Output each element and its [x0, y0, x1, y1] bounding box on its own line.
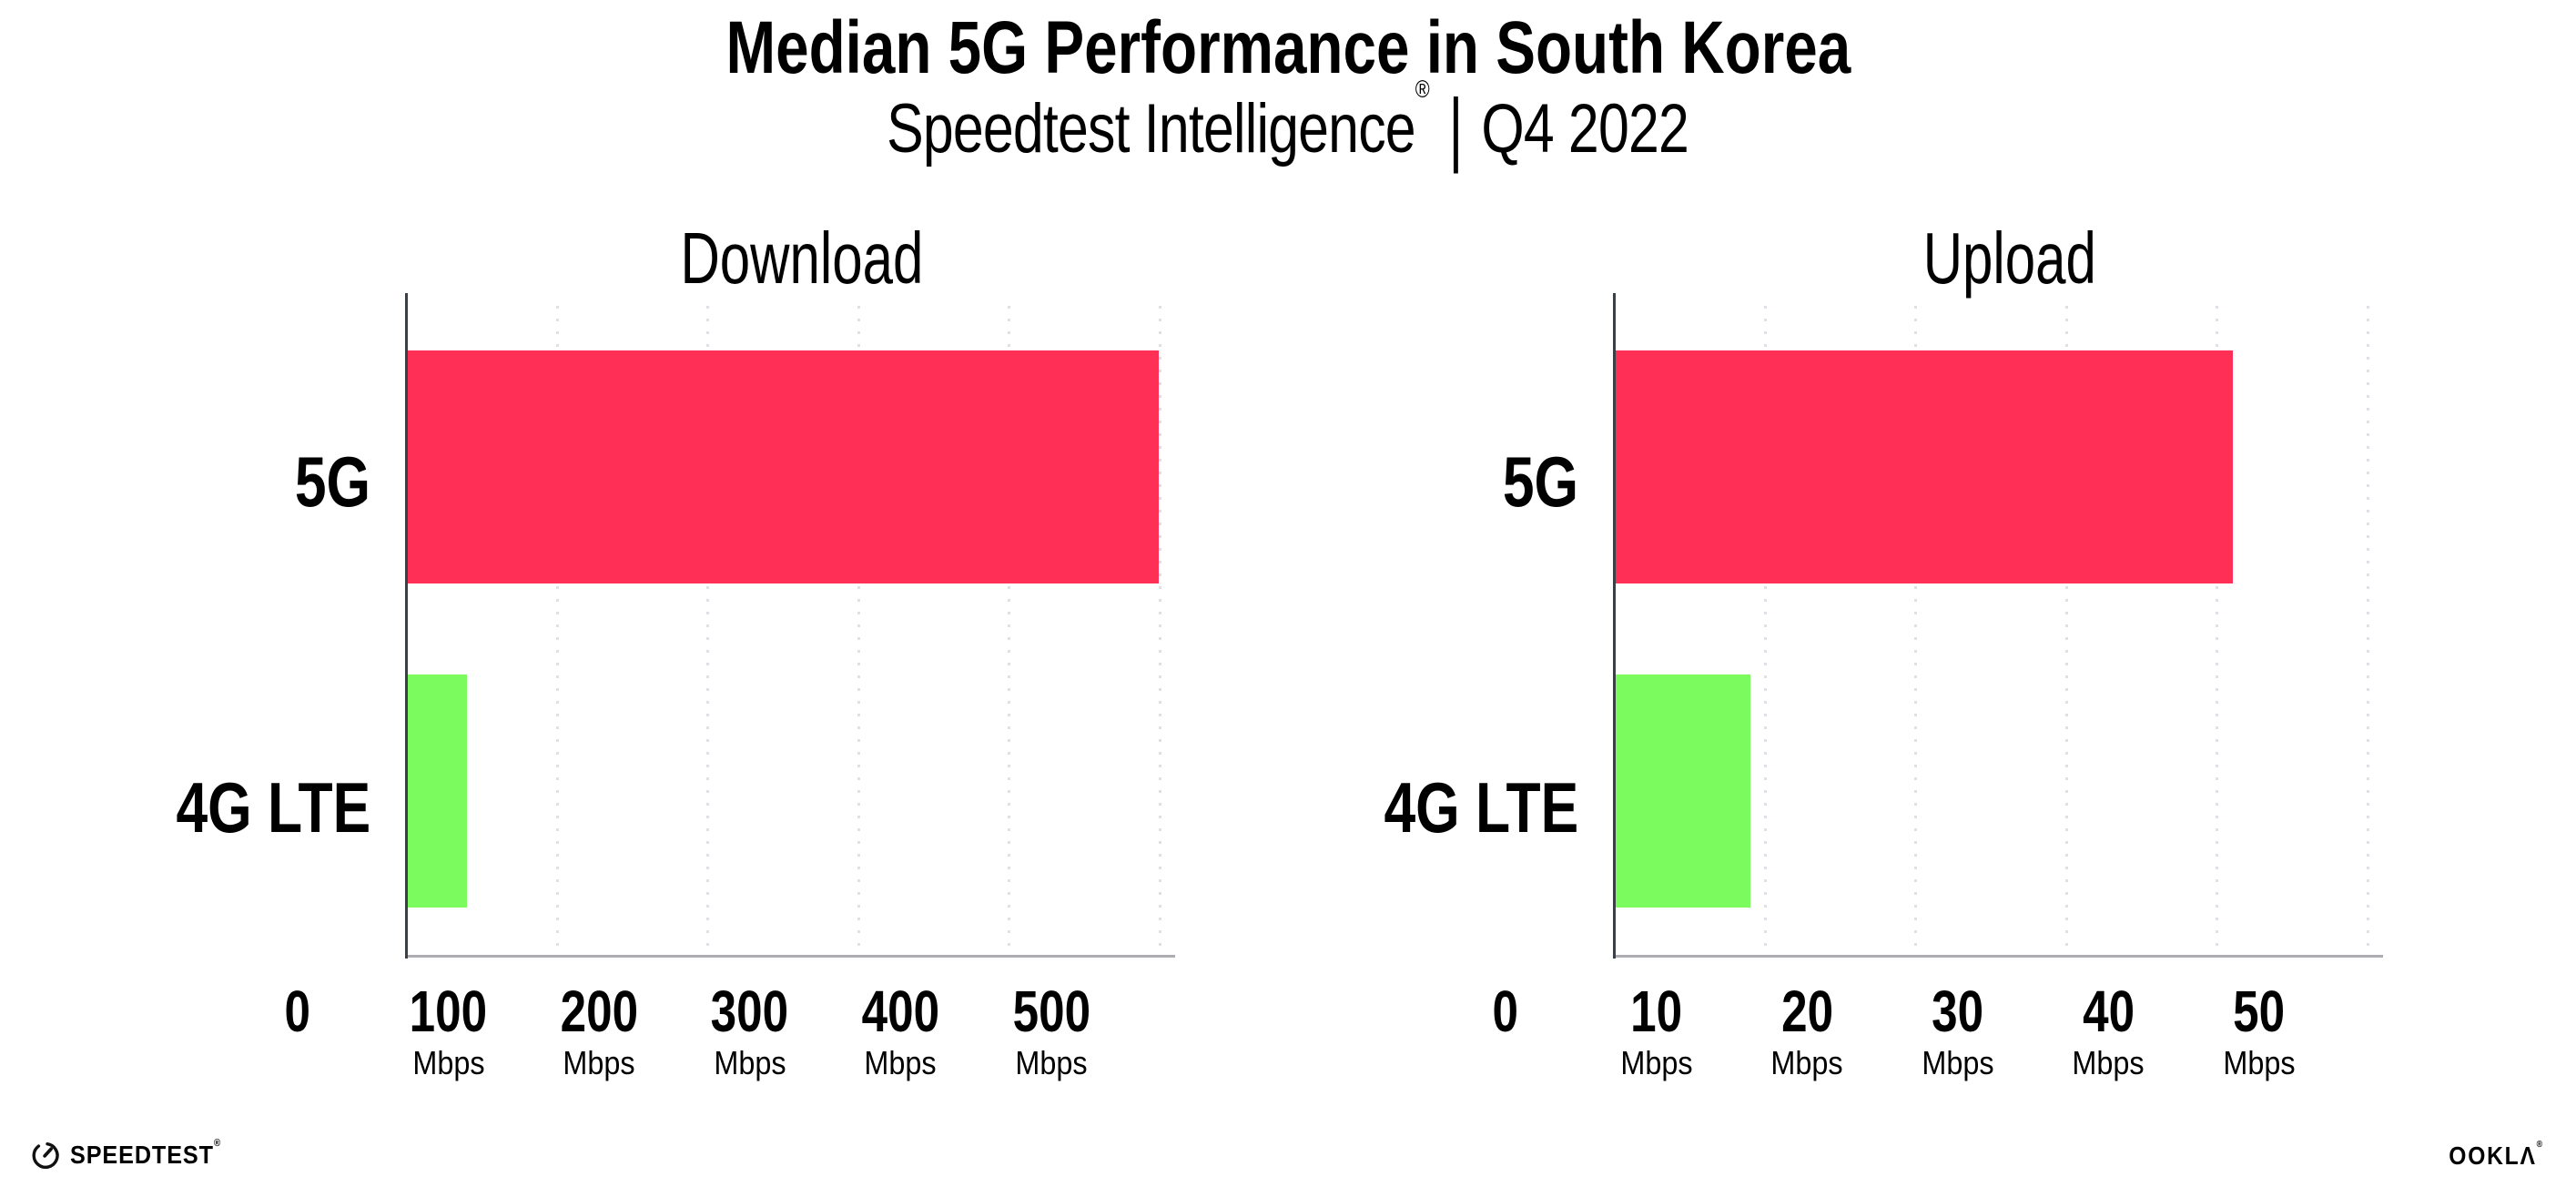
download-category-5g: 5G [294, 441, 370, 522]
subtitle-divider: | [1448, 83, 1464, 175]
page-subtitle: Speedtest Intelligence® | Q4 2022 [0, 76, 2576, 171]
gridline-400 [1008, 306, 1011, 956]
speedtest-registered-mark: ® [213, 1137, 222, 1149]
gridline-20 [1914, 306, 1918, 956]
download-chart-title: Download [680, 218, 924, 299]
upload-y-axis-line [1613, 293, 1616, 959]
bar-4g-lte-upload [1615, 675, 1751, 908]
subtitle-brand: Speedtest Intelligence [887, 90, 1416, 167]
ookla-registered-mark: ® [2536, 1139, 2544, 1150]
gridline-50 [2367, 306, 2369, 956]
tick-0: 0 [1492, 979, 1519, 1044]
bar-5g-download [407, 350, 1160, 583]
page-title-text: Median 5G Performance in South Korea [725, 6, 1851, 89]
tick-40-mbps: 40 Mbps [2072, 979, 2145, 1081]
gridline-100 [555, 306, 559, 956]
download-plot-area [405, 293, 1175, 959]
speedtest-logo: SPEEDTEST® [30, 1137, 238, 1171]
gridline-10 [1763, 306, 1767, 956]
gridline-200 [706, 306, 710, 956]
tick-30-mbps: 30 Mbps [1922, 979, 1994, 1081]
gridline-300 [857, 306, 860, 956]
upload-category-5g: 5G [1502, 441, 1578, 522]
tick-0: 0 [284, 979, 311, 1044]
upload-plot-area [1613, 293, 2383, 959]
tick-400-mbps: 400 Mbps [861, 979, 940, 1081]
download-y-axis-line [405, 293, 408, 959]
gridline-40 [2216, 306, 2219, 956]
upload-category-4g-lte: 4G LTE [1384, 767, 1578, 847]
download-category-4g-lte: 4G LTE [176, 767, 370, 847]
tick-10-mbps: 10 Mbps [1619, 979, 1693, 1081]
tick-500-mbps: 500 Mbps [1012, 979, 1090, 1081]
gridline-500 [1159, 306, 1161, 956]
page-title: Median 5G Performance in South Korea [0, 6, 2576, 89]
bar-5g-upload [1615, 350, 2233, 583]
tick-100-mbps: 100 Mbps [409, 979, 488, 1081]
speedtest-wordmark: SPEEDTEST® [70, 1137, 222, 1169]
tick-50-mbps: 50 Mbps [2223, 979, 2296, 1081]
ookla-wordmark: OOKLΛ [2449, 1141, 2537, 1170]
upload-chart-title: Upload [1922, 218, 2097, 299]
tick-300-mbps: 300 Mbps [711, 979, 789, 1081]
subtitle-period: Q4 2022 [1481, 90, 1689, 167]
registered-mark: ® [1415, 75, 1431, 103]
bar-4g-lte-download [407, 675, 468, 908]
tick-200-mbps: 200 Mbps [560, 979, 638, 1081]
ookla-logo: OOKLΛ® [2436, 1139, 2544, 1171]
speedtest-gauge-icon [30, 1140, 61, 1171]
upload-x-axis-line [1613, 955, 2383, 958]
gridline-30 [2064, 306, 2068, 956]
download-x-axis-line [405, 955, 1175, 958]
tick-20-mbps: 20 Mbps [1770, 979, 1843, 1081]
